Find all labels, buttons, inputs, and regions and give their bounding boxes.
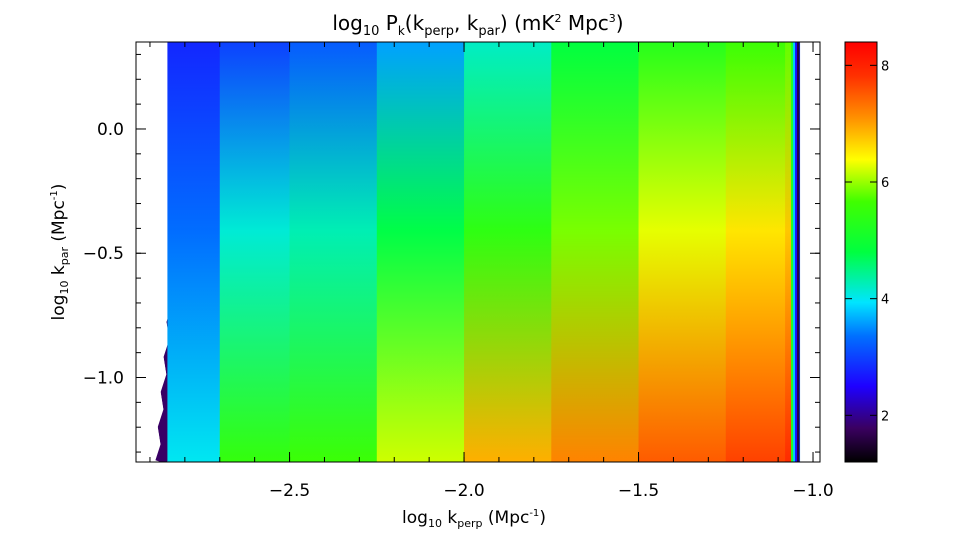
- colorbar-tick-label: 6: [881, 176, 889, 191]
- heatmap-right-stripe: [797, 42, 800, 462]
- heatmap-right-edge: [799, 42, 820, 462]
- colorbar-tick-label: 8: [881, 59, 889, 74]
- colorbar-tick-label: 4: [881, 293, 889, 308]
- heatmap-column: [785, 42, 794, 462]
- heatmap-column: [638, 42, 727, 462]
- x-tick-label: −1.5: [618, 481, 659, 501]
- x-tick-label: −1.0: [792, 481, 833, 501]
- chart-title: log10 Pk(kperp, kpar) (mK2 Mpc3): [332, 11, 623, 39]
- colorbar-frame: [844, 41, 878, 463]
- x-tick-label: −2.5: [269, 481, 310, 501]
- heatmap-column: [289, 42, 378, 462]
- heatmap-right-stripe: [791, 42, 794, 462]
- heatmap-column: [551, 42, 640, 462]
- heatmap-column: [464, 42, 553, 462]
- heatmap: [136, 42, 820, 462]
- colorbar: [845, 42, 877, 462]
- y-axis: 0.0 −0.5 −1.0: [83, 53, 820, 453]
- heatmap-column: [219, 42, 291, 462]
- y-tick-label: −0.5: [83, 244, 124, 264]
- heatmap-column: [376, 42, 466, 462]
- y-tick-label: −1.0: [83, 369, 124, 389]
- colorbar-tick-label: 2: [881, 409, 889, 424]
- x-axis: −2.5 −2.0 −1.5 −1.0: [149, 42, 834, 501]
- heatmap-column: [167, 42, 221, 462]
- x-tick-label: −2.0: [443, 481, 484, 501]
- heatmap-right-stripe: [795, 42, 798, 462]
- y-axis-label: log10 kpar (Mpc-1): [49, 184, 71, 321]
- colorbar-axis: 2 4 6 8: [845, 59, 889, 424]
- y-tick-label: 0.0: [97, 120, 124, 140]
- heatmap-right-stripe: [793, 42, 796, 462]
- x-axis-label: log10 kperp (Mpc-1): [402, 508, 546, 530]
- heatmap-column: [725, 42, 787, 462]
- plot-frame: [135, 41, 821, 463]
